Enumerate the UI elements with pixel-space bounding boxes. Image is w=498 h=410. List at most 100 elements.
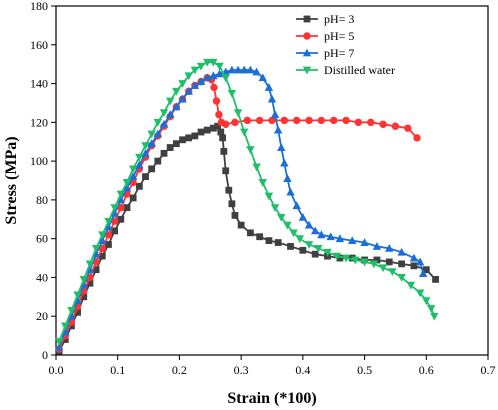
data-point xyxy=(246,65,255,74)
data-point xyxy=(147,130,156,139)
series-line xyxy=(58,125,437,352)
data-point xyxy=(196,62,206,71)
data-point xyxy=(311,250,319,258)
data-point xyxy=(287,243,294,250)
data-point xyxy=(283,221,292,230)
data-point xyxy=(295,235,304,244)
data-point xyxy=(265,237,273,245)
data-point xyxy=(203,126,211,134)
data-point xyxy=(165,97,175,106)
data-point xyxy=(191,132,199,140)
x-tick-label: 0.4 xyxy=(295,363,310,377)
x-axis-ticks: 0.0 0.1 0.2 0.3 0.4 0.5 0.6 0.7 xyxy=(49,355,496,377)
data-point xyxy=(302,48,312,57)
data-point xyxy=(274,239,282,246)
data-point xyxy=(129,194,137,202)
data-point xyxy=(98,231,107,240)
data-point xyxy=(298,212,308,221)
data-point xyxy=(73,291,82,300)
data-point xyxy=(237,221,245,229)
data-point xyxy=(135,160,144,169)
data-point xyxy=(105,241,112,248)
data-point xyxy=(397,274,406,282)
data-point xyxy=(326,232,335,241)
data-point xyxy=(247,229,254,237)
data-point xyxy=(61,322,70,331)
data-point xyxy=(303,32,311,40)
data-point xyxy=(227,89,237,98)
data-point xyxy=(373,256,381,264)
data-point xyxy=(110,204,119,213)
y-tick-label: 120 xyxy=(30,115,48,129)
data-point xyxy=(317,116,326,125)
data-point xyxy=(354,118,363,127)
data-point xyxy=(128,172,138,181)
data-point xyxy=(422,297,431,306)
legend-label: pH= 5 xyxy=(324,29,354,43)
data-point xyxy=(215,110,223,119)
data-point xyxy=(74,308,81,316)
data-point xyxy=(410,262,418,270)
data-point xyxy=(422,266,430,274)
data-point xyxy=(172,102,181,111)
data-point xyxy=(427,305,436,313)
data-point xyxy=(220,148,228,155)
data-point xyxy=(314,244,323,253)
legend-label: pH= 3 xyxy=(324,12,354,26)
data-point xyxy=(227,65,237,74)
data-point xyxy=(378,264,388,273)
data-point xyxy=(430,312,439,321)
data-point xyxy=(54,338,64,346)
y-axis-title: Stress (MPa) xyxy=(3,136,20,224)
data-point xyxy=(277,213,286,222)
data-point xyxy=(231,118,239,127)
y-tick-label: 140 xyxy=(30,77,48,91)
data-point xyxy=(214,122,222,130)
data-point xyxy=(243,116,252,125)
plot-area xyxy=(55,5,489,356)
data-point xyxy=(209,124,217,132)
data-point xyxy=(148,165,156,173)
data-point xyxy=(304,220,314,229)
data-point xyxy=(154,157,162,165)
data-point xyxy=(222,120,230,128)
data-point xyxy=(388,268,397,277)
data-point xyxy=(210,83,218,92)
data-point xyxy=(185,134,193,142)
y-tick-label: 20 xyxy=(36,309,48,323)
data-point xyxy=(172,87,181,96)
data-point xyxy=(184,72,193,81)
data-point xyxy=(123,204,131,212)
legend-label: Distilled water xyxy=(324,63,395,77)
data-point xyxy=(117,215,125,223)
data-point xyxy=(379,120,387,128)
data-point xyxy=(190,66,200,75)
data-point xyxy=(219,134,227,142)
data-point xyxy=(184,86,193,95)
data-point xyxy=(336,254,344,262)
series-layer xyxy=(54,58,439,355)
y-tick-label: 60 xyxy=(36,232,48,246)
data-point xyxy=(190,81,200,89)
data-point xyxy=(397,247,406,256)
data-point xyxy=(299,246,307,254)
data-point xyxy=(264,83,274,91)
data-point xyxy=(258,179,267,187)
y-axis-ticks: 0 20 40 60 80 100 120 140 160 180 xyxy=(30,0,56,362)
data-point xyxy=(415,257,425,266)
data-point xyxy=(303,15,311,23)
data-point xyxy=(270,204,280,213)
y-tick-label: 40 xyxy=(36,270,48,284)
data-point xyxy=(258,73,267,82)
data-point xyxy=(341,254,351,263)
data-point xyxy=(160,149,168,157)
data-point xyxy=(360,258,369,267)
data-point xyxy=(197,128,205,136)
data-point xyxy=(221,74,230,83)
data-point xyxy=(305,116,313,125)
data-point xyxy=(166,144,174,151)
data-point xyxy=(280,116,289,125)
data-point xyxy=(165,110,175,118)
data-point xyxy=(292,201,301,210)
